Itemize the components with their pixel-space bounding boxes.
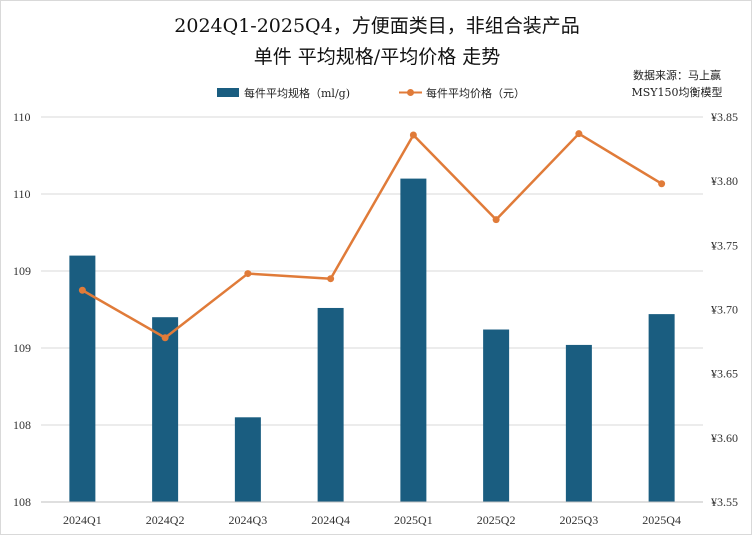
chart-subtitle: 单件 平均规格/平均价格 走势 bbox=[254, 46, 500, 68]
y-right-tick-label: ¥3.55 bbox=[711, 495, 738, 509]
line-point bbox=[575, 130, 583, 138]
y-left-tick-label: 110 bbox=[13, 187, 31, 201]
legend-line-label: 每件平均价格（元） bbox=[426, 86, 525, 100]
x-tick-label: 2025Q4 bbox=[642, 513, 681, 527]
x-tick-label: 2024Q3 bbox=[229, 513, 268, 527]
line-point bbox=[78, 286, 86, 294]
bar bbox=[483, 329, 510, 502]
bar bbox=[69, 255, 96, 502]
line-point bbox=[161, 334, 169, 342]
y-right-tick-label: ¥3.70 bbox=[711, 303, 738, 317]
bar bbox=[648, 314, 675, 502]
y-left-tick-label: 110 bbox=[13, 110, 31, 124]
legend-bar-swatch bbox=[217, 88, 239, 97]
y-right-tick-label: ¥3.75 bbox=[711, 238, 738, 252]
x-tick-label: 2024Q1 bbox=[63, 513, 102, 527]
bar bbox=[400, 178, 427, 502]
chart-title: 2024Q1-2025Q4，方便面类目，非组合装产品 bbox=[174, 15, 579, 37]
y-right-tick-label: ¥3.85 bbox=[711, 110, 738, 124]
axes: 108 108 109 109 110 110 ¥3.55 ¥3.60 ¥3.65 ¥3.70 ¥3… bbox=[13, 110, 738, 527]
y-left-tick-label: 108 bbox=[13, 495, 31, 509]
bar bbox=[234, 417, 261, 502]
y-left-tick-label: 109 bbox=[13, 264, 31, 278]
line-point bbox=[244, 270, 252, 278]
bar bbox=[317, 307, 344, 502]
x-tick-label: 2025Q3 bbox=[560, 513, 599, 527]
line-point bbox=[327, 275, 335, 283]
source-line-1: 数据来源：马上赢 bbox=[633, 68, 721, 82]
gridlines bbox=[41, 116, 703, 503]
legend-bar-label: 每件平均规格（ml/g) bbox=[244, 86, 350, 100]
bar-series bbox=[69, 178, 675, 502]
bar bbox=[152, 317, 179, 502]
y-left-tick-label: 109 bbox=[13, 341, 31, 355]
source-line-2: MSY150均衡模型 bbox=[631, 85, 722, 99]
price-line bbox=[81, 132, 663, 339]
y-right-tick-label: ¥3.65 bbox=[711, 367, 738, 381]
y-left-tick-label: 108 bbox=[13, 418, 31, 432]
legend: 每件平均规格（ml/g) 每件平均价格（元） bbox=[217, 86, 525, 100]
line-series bbox=[78, 130, 666, 342]
x-tick-label: 2024Q4 bbox=[311, 513, 350, 527]
bar bbox=[565, 344, 592, 502]
x-tick-label: 2025Q2 bbox=[477, 513, 516, 527]
y-right-tick-label: ¥3.80 bbox=[711, 174, 738, 188]
line-point bbox=[658, 180, 666, 188]
line-point bbox=[492, 216, 500, 224]
x-tick-label: 2025Q1 bbox=[394, 513, 433, 527]
x-tick-label: 2024Q2 bbox=[146, 513, 185, 527]
y-right-tick-label: ¥3.60 bbox=[711, 431, 738, 445]
line-point bbox=[409, 131, 417, 139]
legend-line-marker bbox=[407, 89, 414, 96]
